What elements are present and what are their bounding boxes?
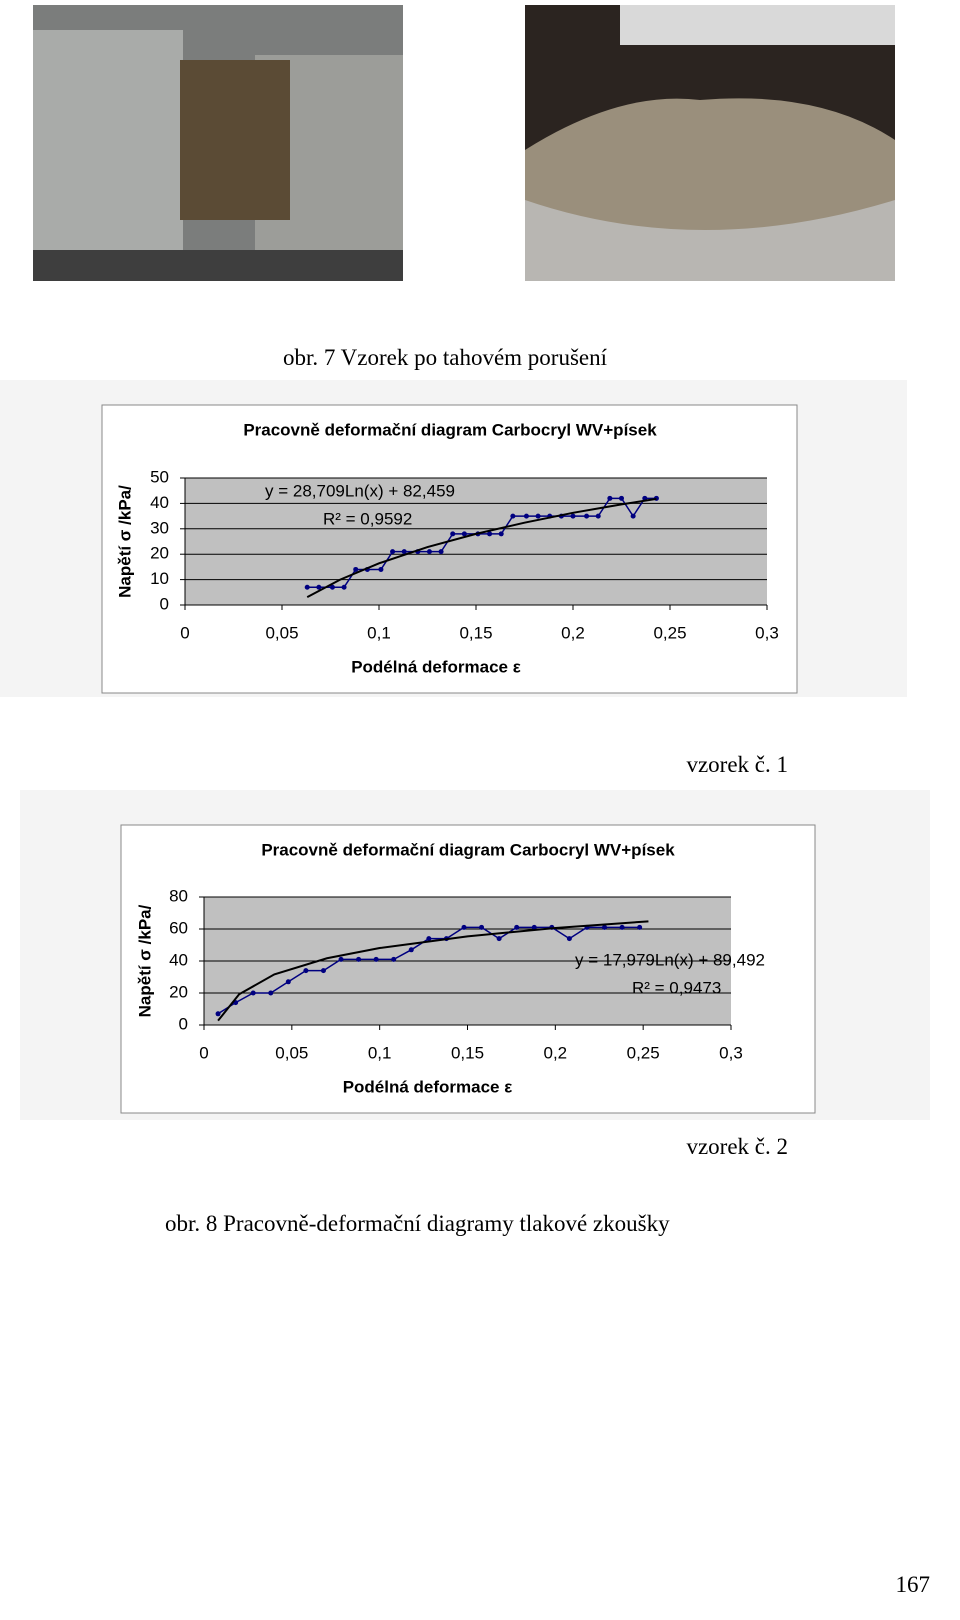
photo-left bbox=[33, 5, 403, 281]
caption: vzorek č. 1 bbox=[686, 752, 788, 777]
x-tick-label: 0 bbox=[199, 1043, 208, 1062]
data-point bbox=[408, 947, 414, 953]
data-point bbox=[637, 924, 643, 930]
data-point bbox=[510, 513, 516, 519]
chart-title: Pracovně deformační diagram Carbocryl WV… bbox=[261, 840, 675, 859]
x-tick-label: 0,05 bbox=[275, 1043, 308, 1062]
data-point bbox=[426, 936, 432, 942]
data-point bbox=[373, 956, 379, 962]
data-point bbox=[498, 531, 504, 537]
data-point bbox=[316, 584, 322, 590]
y-tick-label: 80 bbox=[169, 886, 188, 905]
y-tick-label: 0 bbox=[179, 1014, 188, 1033]
data-point bbox=[595, 513, 601, 519]
data-point bbox=[215, 1011, 221, 1017]
data-point bbox=[450, 531, 456, 537]
trend-equation: R² = 0,9473 bbox=[632, 978, 721, 997]
chart-title: Pracovně deformační diagram Carbocryl WV… bbox=[243, 420, 657, 439]
data-point bbox=[391, 956, 397, 962]
data-point bbox=[338, 956, 344, 962]
y-tick-label: 0 bbox=[160, 594, 169, 613]
x-tick-label: 0,15 bbox=[451, 1043, 484, 1062]
data-point bbox=[426, 549, 432, 555]
x-tick-label: 0,2 bbox=[544, 1043, 568, 1062]
y-tick-label: 20 bbox=[169, 982, 188, 1001]
y-tick-label: 40 bbox=[169, 950, 188, 969]
data-point bbox=[304, 584, 310, 590]
trend-line bbox=[217, 920, 649, 1022]
plot-area bbox=[185, 478, 767, 605]
data-point bbox=[619, 924, 625, 930]
x-tick-label: 0,05 bbox=[265, 623, 298, 642]
x-tick-label: 0,25 bbox=[627, 1043, 660, 1062]
data-point bbox=[523, 513, 529, 519]
trend-equation: y = 17,979Ln(x) + 89,492 bbox=[575, 950, 765, 969]
trend-line bbox=[306, 497, 657, 599]
x-tick-label: 0,15 bbox=[459, 623, 492, 642]
data-point bbox=[607, 495, 613, 501]
y-tick-label: 20 bbox=[150, 544, 169, 563]
data-point bbox=[479, 924, 485, 930]
photo-right bbox=[525, 5, 895, 281]
data-point bbox=[602, 924, 608, 930]
x-axis-label: Podélná deformace ε bbox=[343, 1077, 513, 1096]
data-point bbox=[329, 584, 335, 590]
data-point bbox=[619, 495, 624, 501]
trend-equation: R² = 0,9592 bbox=[323, 509, 412, 528]
y-tick-label: 30 bbox=[150, 518, 169, 537]
x-axis-label: Podélná deformace ε bbox=[351, 657, 521, 676]
y-axis-label: Napětí σ /kPa/ bbox=[135, 904, 154, 1017]
x-tick-label: 0,1 bbox=[368, 1043, 392, 1062]
data-point bbox=[401, 549, 407, 555]
x-tick-label: 0,2 bbox=[561, 623, 585, 642]
data-point bbox=[378, 566, 384, 572]
data-point bbox=[570, 513, 576, 519]
data-point bbox=[250, 990, 256, 996]
data-point bbox=[438, 549, 444, 555]
y-axis-label: Napětí σ /kPa/ bbox=[115, 485, 134, 598]
trend-equation: y = 28,709Ln(x) + 82,459 bbox=[265, 481, 455, 500]
data-point bbox=[566, 936, 572, 942]
data-point bbox=[356, 956, 362, 962]
data-point bbox=[390, 549, 396, 555]
y-tick-label: 60 bbox=[169, 918, 188, 937]
data-point bbox=[268, 990, 274, 996]
x-tick-label: 0,25 bbox=[653, 623, 686, 642]
caption: obr. 8 Pracovně-deformační diagramy tlak… bbox=[165, 1211, 670, 1236]
data-point bbox=[630, 513, 636, 519]
y-tick-label: 10 bbox=[150, 569, 169, 588]
caption: obr. 7 Vzorek po tahovém porušení bbox=[283, 345, 608, 370]
data-point bbox=[285, 979, 291, 985]
data-point bbox=[531, 924, 537, 930]
y-tick-label: 40 bbox=[150, 493, 169, 512]
data-point bbox=[496, 936, 502, 942]
x-tick-label: 0,3 bbox=[755, 623, 779, 642]
data-point bbox=[461, 531, 467, 537]
data-point bbox=[461, 924, 467, 930]
data-point bbox=[341, 584, 347, 590]
caption: vzorek č. 2 bbox=[686, 1134, 788, 1159]
data-point bbox=[320, 968, 326, 974]
y-tick-label: 50 bbox=[150, 467, 169, 486]
data-point bbox=[353, 566, 359, 572]
x-tick-label: 0,1 bbox=[367, 623, 391, 642]
x-tick-label: 0,3 bbox=[719, 1043, 743, 1062]
data-point bbox=[303, 968, 309, 974]
data-point bbox=[584, 513, 590, 519]
data-point bbox=[514, 924, 520, 930]
data-point bbox=[487, 531, 493, 537]
x-tick-label: 0 bbox=[180, 623, 189, 642]
data-point bbox=[535, 513, 541, 519]
page-number: 167 bbox=[896, 1572, 931, 1597]
